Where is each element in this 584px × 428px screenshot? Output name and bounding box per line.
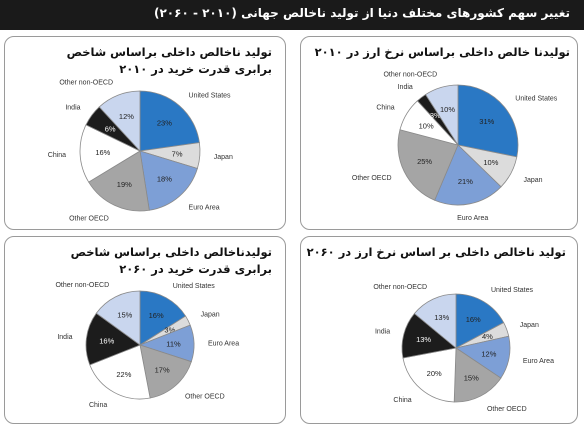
pie-category-label-united-states-fx2060: United States <box>491 287 534 294</box>
page-title: تغییر سهم کشورهای مختلف دنیا از تولید نا… <box>153 6 570 20</box>
pie-slice-india-ppp2060 <box>85 312 141 366</box>
pie-category-label-united-states-ppp2010: United States <box>189 93 232 100</box>
pie-value-label-united-states-fx2060: 16% <box>466 315 481 324</box>
pie-category-label-india-ppp2060: India <box>57 334 72 341</box>
pie-value-label-india-ppp2060: 16% <box>99 336 114 345</box>
chart-title-gdp-ppp-2060: تولیدناخالص داخلی براساس شاخص برابری قدر… <box>70 245 272 276</box>
pie-category-label-united-states-fx2010: United States <box>515 96 558 103</box>
pie-value-label-india-fx2010: 3% <box>430 111 441 120</box>
pie-slice-united-states-fx2010 <box>457 84 519 158</box>
pie-category-label-india-fx2060: India <box>375 328 390 335</box>
pie-slice-other-non-oecd-ppp2010 <box>98 90 141 153</box>
pie-category-label-euro-area-fx2060: Euro Area <box>523 358 554 365</box>
pie-slice-other-oecd-fx2010 <box>397 129 459 201</box>
title-banner: تغییر سهم کشورهای مختلف دنیا از تولید نا… <box>0 0 584 30</box>
pie-value-label-other-non-oecd-ppp2060: 15% <box>117 311 132 320</box>
pie-category-label-india-ppp2010: India <box>65 104 80 111</box>
pie-slice-united-states-fx2060 <box>455 293 505 349</box>
pie-slice-euro-area-ppp2010 <box>139 150 198 211</box>
pie-category-label-euro-area-ppp2060: Euro Area <box>208 340 239 347</box>
pie-value-label-united-states-ppp2060: 16% <box>149 311 164 320</box>
pie-value-label-euro-area-fx2060: 12% <box>481 350 496 359</box>
pie-category-label-china-ppp2010: China <box>48 152 66 159</box>
pie-category-label-other-non-oecd-fx2010: Other non-OECD <box>383 71 437 78</box>
pie-slice-other-non-oecd-fx2060 <box>413 293 457 349</box>
pie-value-label-china-ppp2060: 22% <box>116 370 131 379</box>
pie-category-label-japan-ppp2060: Japan <box>201 312 220 319</box>
pie-value-label-euro-area-ppp2060: 11% <box>166 339 181 348</box>
pie-value-label-japan-ppp2010: 7% <box>172 149 183 158</box>
pie-category-label-other-non-oecd-fx2060: Other non-OECD <box>373 284 427 291</box>
pie-slice-china-ppp2060 <box>89 344 151 400</box>
chart-title-gdp-fx-2010: تولیدنا خالص داخلی براساس نرخ ارز در ۲۰۱… <box>314 45 570 59</box>
pie-value-label-india-fx2060: 13% <box>416 335 431 344</box>
pie-slice-china-fx2060 <box>402 347 457 403</box>
pie-value-label-other-oecd-ppp2060: 17% <box>155 366 170 375</box>
pie-category-label-japan-fx2010: Japan <box>523 177 542 184</box>
pie-category-label-other-oecd-fx2010: Other OECD <box>352 175 392 182</box>
pie-category-label-euro-area-fx2010: Euro Area <box>457 215 488 222</box>
pie-value-label-other-non-oecd-ppp2010: 12% <box>119 112 134 121</box>
pie-slice-other-oecd-fx2060 <box>453 347 502 403</box>
pie-value-label-other-oecd-ppp2010: 19% <box>117 180 132 189</box>
chart-title-gdp-fx-2060: تولید ناخالص داخلی بر اساس نرخ ارز در ۲۰… <box>306 245 566 259</box>
pie-category-label-other-oecd-fx2060: Other OECD <box>487 406 527 413</box>
pie-category-label-other-non-oecd-ppp2010: Other non-OECD <box>59 80 113 87</box>
pie-value-label-other-non-oecd-fx2010: 10% <box>440 105 455 114</box>
pie-category-label-india-fx2010: India <box>398 84 413 91</box>
pie-value-label-euro-area-fx2010: 21% <box>458 177 473 186</box>
pie-slice-other-non-oecd-ppp2060 <box>95 290 141 346</box>
pie-category-label-euro-area-ppp2010: Euro Area <box>189 204 220 211</box>
pie-category-label-other-non-oecd-ppp2060: Other non-OECD <box>55 282 109 289</box>
pie-slice-united-states-ppp2010 <box>139 90 200 152</box>
pie-value-label-japan-ppp2060: 3% <box>164 325 175 334</box>
pie-value-label-india-ppp2010: 6% <box>105 124 116 133</box>
pie-value-label-other-oecd-fx2010: 25% <box>417 157 432 166</box>
pie-category-label-china-fx2010: China <box>376 104 394 111</box>
pie-category-label-other-oecd-ppp2010: Other OECD <box>69 216 109 223</box>
pie-category-label-japan-fx2060: Japan <box>520 322 539 329</box>
pie-category-label-united-states-ppp2060: United States <box>173 283 216 290</box>
pie-value-label-euro-area-ppp2010: 18% <box>157 175 172 184</box>
pie-slice-euro-area-fx2010 <box>434 144 502 206</box>
pie-value-label-other-oecd-fx2060: 15% <box>464 373 479 382</box>
pie-slice-other-oecd-ppp2010 <box>88 150 150 212</box>
pie-slice-china-ppp2010 <box>79 124 141 183</box>
pie-category-label-china-ppp2060: China <box>89 402 107 409</box>
pie-value-label-china-fx2010: 10% <box>419 121 434 130</box>
pie-value-label-japan-fx2010: 10% <box>483 158 498 167</box>
pie-value-label-china-ppp2010: 16% <box>95 148 110 157</box>
pie-value-label-japan-fx2060: 4% <box>482 332 493 341</box>
pie-slice-other-non-oecd-fx2010 <box>425 84 459 147</box>
pie-slice-other-oecd-ppp2060 <box>139 344 192 399</box>
pie-value-label-united-states-fx2010: 31% <box>479 117 494 126</box>
pie-category-label-japan-ppp2010: Japan <box>214 154 233 161</box>
pie-value-label-china-fx2060: 20% <box>427 369 442 378</box>
pie-category-label-china-fx2060: China <box>393 397 411 404</box>
pie-value-label-united-states-ppp2010: 23% <box>157 118 172 127</box>
chart-title-gdp-ppp-2010: تولید ناخالص داخلی براساس شاخص برابری قد… <box>66 45 272 76</box>
pie-slice-united-states-ppp2060 <box>139 290 187 346</box>
pie-category-label-other-oecd-ppp2060: Other OECD <box>185 394 225 401</box>
pie-value-label-other-non-oecd-fx2060: 13% <box>434 313 449 322</box>
